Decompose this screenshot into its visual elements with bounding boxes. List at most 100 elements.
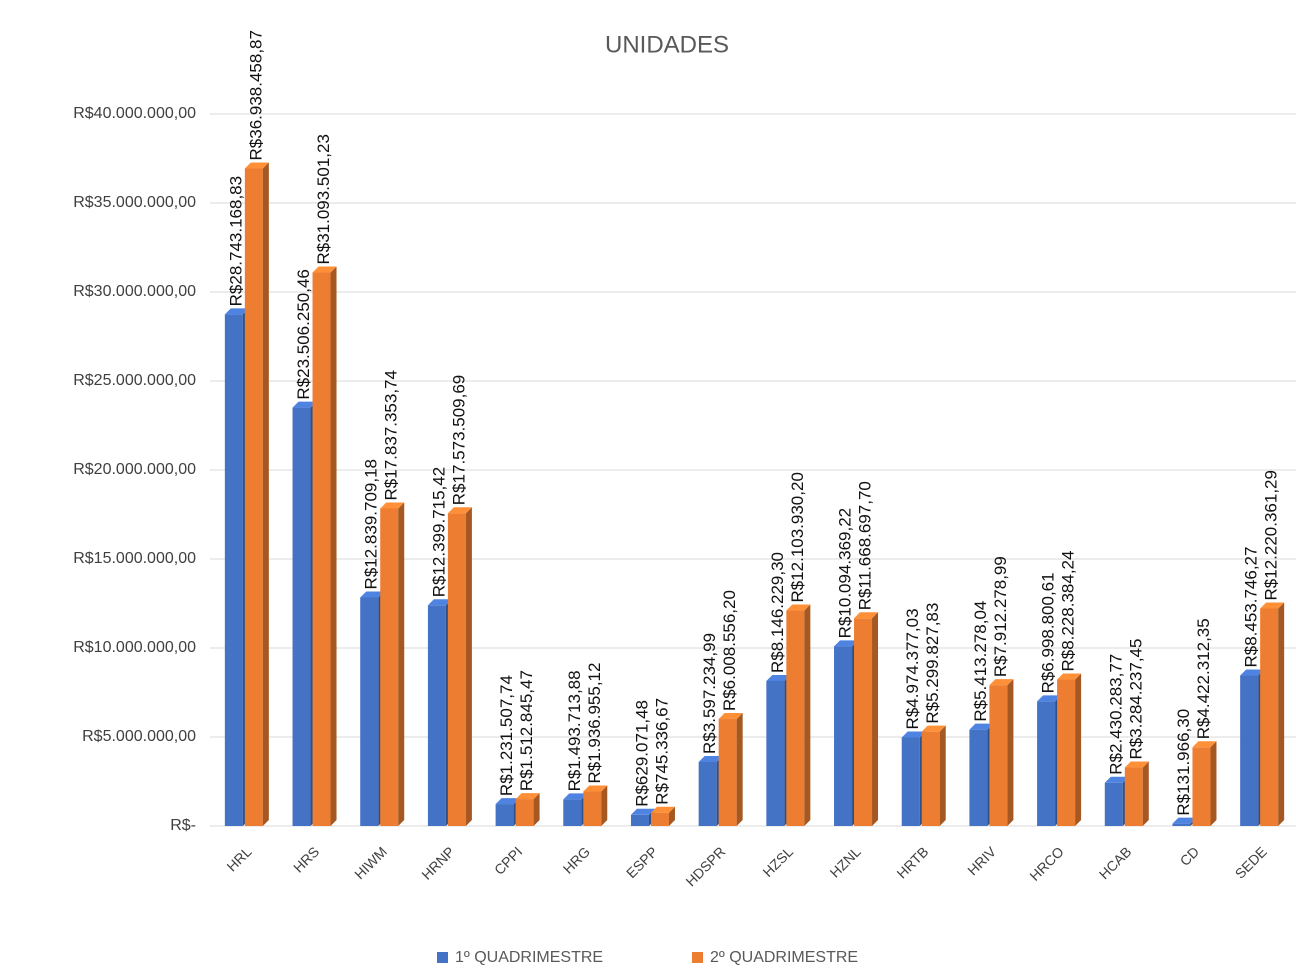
bar-top — [630, 808, 655, 815]
bar-top — [1037, 695, 1062, 702]
bar-front — [1240, 675, 1259, 826]
bar-front — [427, 605, 446, 826]
data-label: R$28.743.168,83 — [226, 176, 245, 306]
data-label: R$8.453.746,27 — [1242, 547, 1261, 668]
bar-front — [989, 685, 1008, 826]
bar-front — [766, 680, 785, 826]
bar-side — [872, 612, 879, 826]
x-tick-label: HZSL — [759, 843, 796, 880]
data-label: R$11.668.697,70 — [856, 481, 875, 610]
data-label: R$17.837.353,74 — [382, 370, 401, 500]
bar-front — [1192, 747, 1211, 826]
bar — [989, 679, 1014, 826]
bar-front — [495, 804, 514, 826]
bar-top — [1124, 761, 1149, 768]
data-label: R$1.936.955,12 — [585, 663, 604, 784]
bar-side — [736, 713, 743, 826]
bar-top — [495, 798, 520, 805]
data-label: R$3.284.237,45 — [1126, 639, 1145, 760]
bar-top — [515, 793, 540, 800]
y-tick-label: R$40.000.000,00 — [73, 105, 196, 122]
data-label: R$8.146.229,30 — [768, 552, 787, 673]
data-label: R$1.231.507,74 — [497, 675, 516, 796]
bar-top — [563, 793, 588, 800]
y-tick-label: R$10.000.000,00 — [73, 639, 196, 656]
bar-front — [1057, 679, 1076, 826]
data-label: R$5.299.827,83 — [923, 603, 942, 724]
bar-top — [786, 604, 811, 611]
data-label: R$12.839.709,18 — [362, 459, 381, 589]
bar-side — [330, 266, 337, 827]
x-tick-label: HRNP — [418, 843, 457, 882]
data-label: R$12.103.930,20 — [788, 472, 807, 602]
bar-front — [583, 791, 602, 826]
bar — [1260, 602, 1285, 826]
x-tick-label: HRL — [223, 843, 254, 874]
data-label: R$36.938.458,87 — [246, 30, 265, 160]
bar-top — [1104, 776, 1129, 783]
bar-front — [1172, 823, 1191, 826]
bar-top — [650, 806, 675, 813]
bar-front — [1124, 767, 1143, 826]
x-tick-label: HRG — [560, 843, 593, 876]
bar — [447, 507, 472, 826]
y-tick-label: R$30.000.000,00 — [73, 283, 196, 300]
bar-top — [854, 612, 879, 619]
data-label: R$1.512.845,47 — [517, 670, 536, 791]
bar-side — [262, 162, 269, 827]
y-tick-label: R$15.000.000,00 — [73, 550, 196, 567]
bar-front — [1037, 701, 1056, 826]
legend-label: 2º QUADRIMESTRE — [710, 949, 858, 966]
data-label: R$1.493.713,88 — [565, 670, 584, 791]
data-label: R$4.974.377,03 — [903, 608, 922, 729]
data-label: R$3.597.234,99 — [700, 633, 719, 754]
data-label: R$8.228.384,24 — [1059, 551, 1078, 672]
bar-top — [380, 502, 405, 509]
data-label: R$6.008.556,20 — [720, 590, 739, 711]
bar-side — [1278, 602, 1285, 826]
bar-top — [292, 401, 317, 408]
bar-side — [1007, 679, 1014, 826]
data-label: R$10.094.369,22 — [836, 508, 855, 638]
bar-top — [244, 162, 269, 169]
bar-top — [447, 507, 472, 514]
bar-top — [969, 723, 994, 730]
bar-top — [698, 755, 723, 762]
bar — [515, 793, 540, 826]
bar-front — [854, 618, 873, 826]
bar — [244, 162, 269, 827]
bar-front — [244, 168, 263, 827]
bar-front — [292, 407, 311, 826]
data-label: R$4.422.312,35 — [1194, 618, 1213, 739]
bar-front — [921, 731, 940, 826]
bar-top — [1240, 669, 1265, 676]
bar-front — [1104, 782, 1123, 826]
bar-top — [312, 266, 337, 273]
bar-top — [1172, 817, 1197, 824]
data-label: R$7.912.278,99 — [991, 556, 1010, 677]
bar-top — [224, 308, 249, 315]
x-tick-label: SEDE — [1232, 843, 1270, 881]
data-label: R$23.506.250,46 — [294, 269, 313, 399]
data-label: R$745.336,67 — [652, 698, 671, 805]
bar-side — [939, 725, 946, 826]
bar-side — [1075, 673, 1082, 826]
bar-side — [1142, 761, 1149, 826]
bar-side — [1210, 741, 1217, 826]
legend-swatch — [692, 952, 703, 963]
bar-top — [1057, 673, 1082, 680]
legend-label: 1º QUADRIMESTRE — [455, 949, 603, 966]
bar — [380, 502, 405, 826]
bar-front — [718, 719, 737, 826]
bar-front — [515, 799, 534, 826]
x-tick-label: HRCO — [1026, 843, 1067, 884]
bar-front — [786, 610, 805, 826]
bar-front — [834, 646, 853, 826]
data-label: R$2.430.283,77 — [1106, 654, 1125, 775]
x-tick-label: HIWM — [351, 843, 390, 882]
bar — [224, 308, 249, 826]
bar-side — [804, 604, 811, 826]
legend-swatch — [437, 952, 448, 963]
bar-front — [312, 272, 331, 827]
